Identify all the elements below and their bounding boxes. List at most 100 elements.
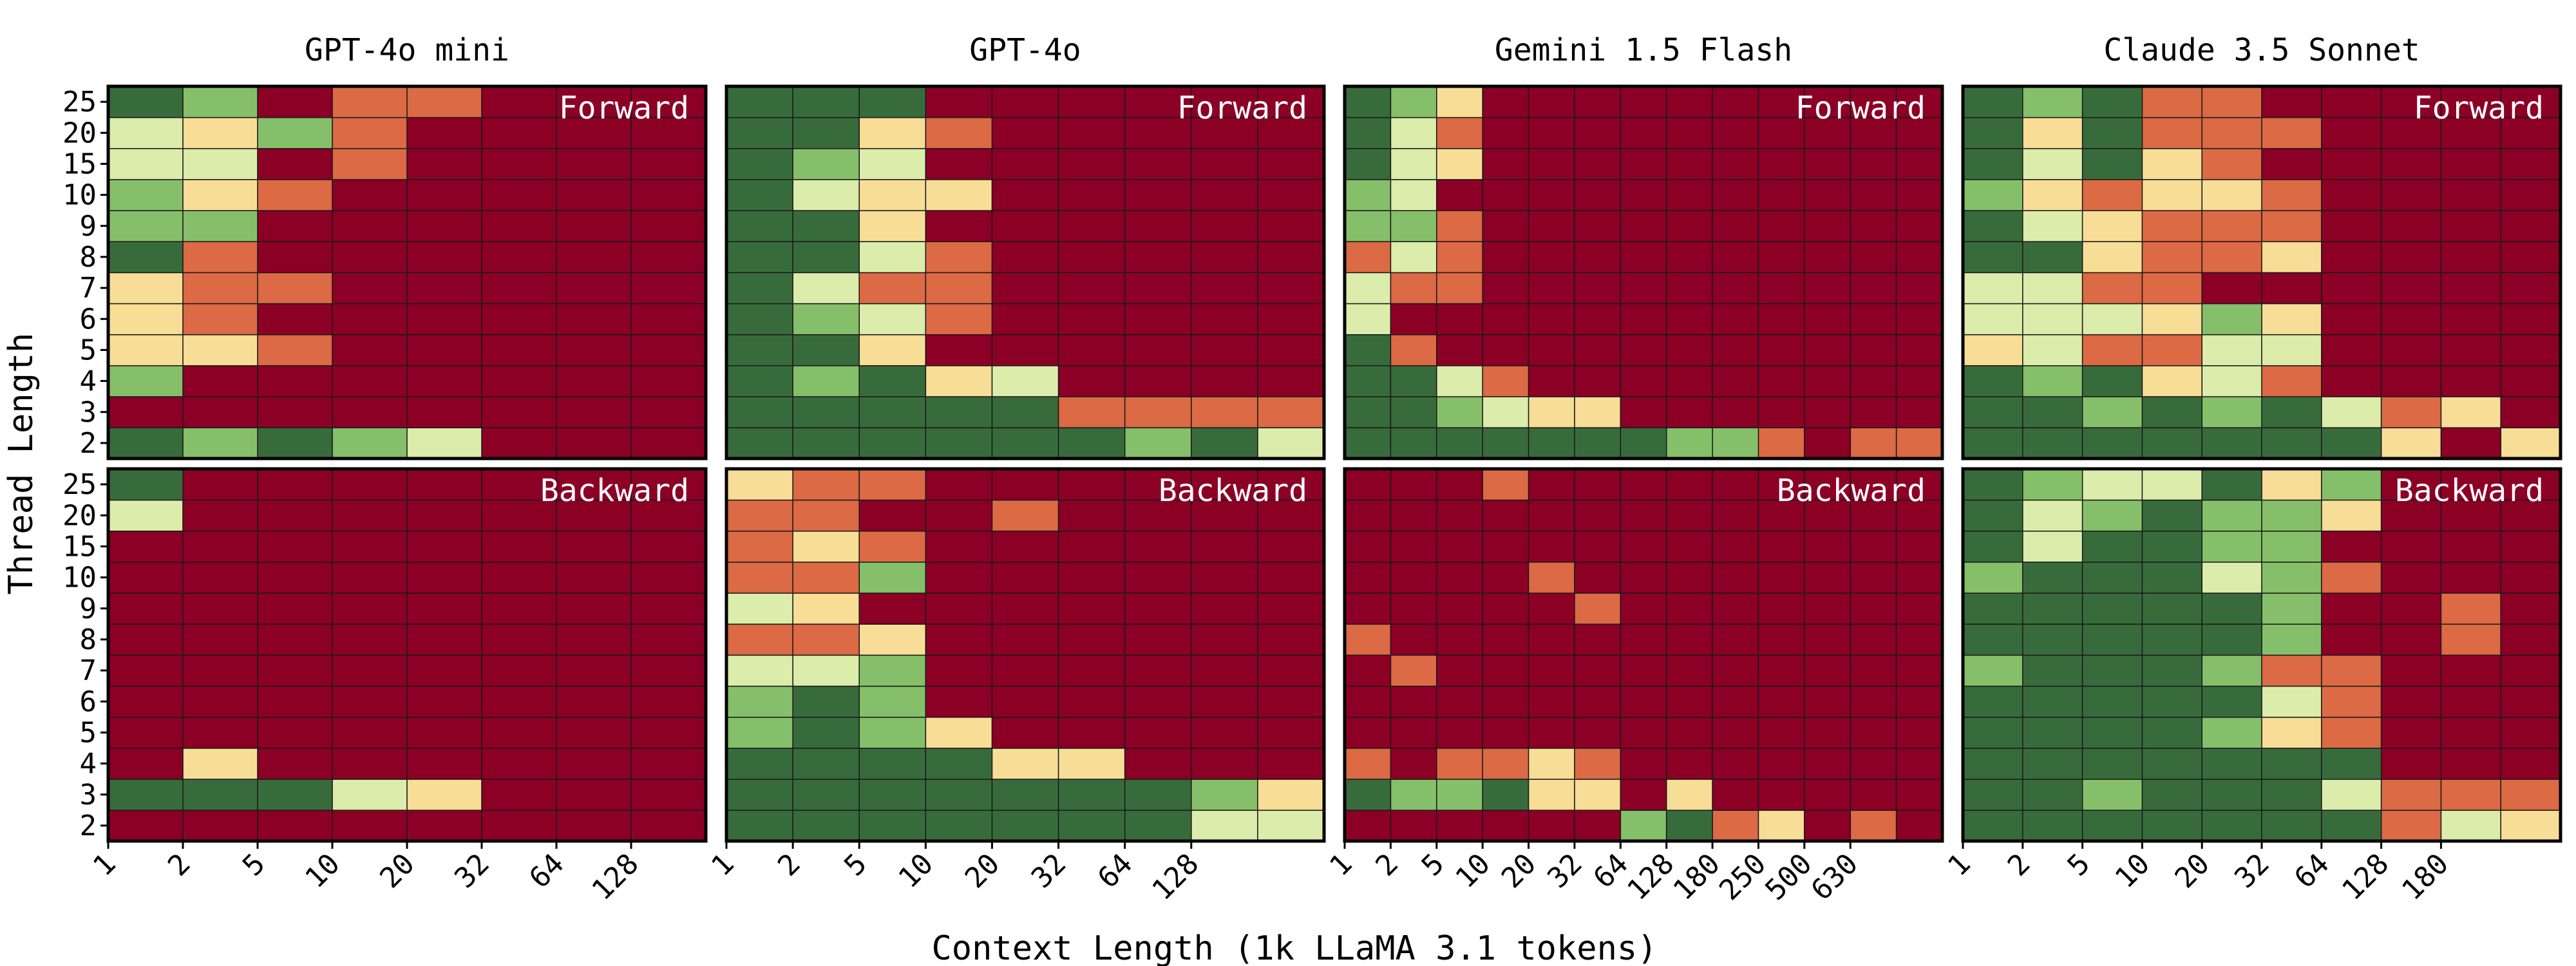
heatmap-cell: [481, 365, 558, 397]
heatmap-cell: [1804, 334, 1852, 366]
heatmap-cell: [1482, 117, 1530, 149]
heatmap-cell: [1344, 623, 1392, 656]
heatmap-cell: [332, 778, 408, 811]
heatmap-cell: [2440, 147, 2502, 180]
heatmap-cell: [1962, 592, 2023, 625]
heatmap-cell: [925, 685, 993, 718]
heatmap-cell: [1757, 427, 1806, 460]
heatmap-cell: [1712, 685, 1759, 718]
heatmap-cell: [2022, 654, 2083, 687]
heatmap-cell: [2380, 395, 2442, 429]
heatmap-cell: [1712, 395, 1759, 429]
y-tick-label: 5: [80, 334, 97, 366]
heatmap-cell: [2440, 178, 2502, 211]
heatmap-cell: [1712, 499, 1759, 532]
heatmap-cell: [1757, 623, 1806, 656]
heatmap-cell: [556, 241, 632, 274]
heatmap-cell: [1435, 654, 1484, 687]
y-tick-label: 15: [62, 530, 97, 563]
heatmap-cell: [1962, 178, 2023, 211]
heatmap-cell: [1665, 468, 1714, 501]
heatmap-cell: [726, 178, 794, 211]
heatmap-cell: [925, 395, 993, 429]
heatmap-cell: [1850, 747, 1897, 780]
heatmap-cell: [2141, 395, 2203, 429]
heatmap-cell: [108, 530, 184, 563]
heatmap-cell: [858, 747, 927, 780]
heatmap-cell: [792, 716, 860, 749]
heatmap-cell: [2022, 334, 2083, 366]
heatmap-cell: [726, 685, 794, 718]
heatmap-cell: [1344, 334, 1392, 366]
heatmap-cell: [2500, 716, 2562, 749]
heatmap-cell: [2440, 716, 2502, 749]
heatmap-cell: [2022, 178, 2083, 211]
heatmap-cell: [2201, 685, 2263, 718]
heatmap-cell: [2081, 272, 2143, 305]
heatmap-cell: [257, 499, 334, 532]
heatmap-cell: [1057, 499, 1126, 532]
heatmap-cell: [182, 716, 259, 749]
x-tick-label: 128: [2336, 848, 2395, 907]
direction-label: Forward: [2414, 90, 2544, 126]
heatmap-cell: [792, 395, 860, 429]
heatmap-cell: [991, 334, 1059, 366]
heatmap-cell: [2261, 117, 2322, 149]
heatmap-cell: [2380, 303, 2442, 336]
heatmap-cell: [792, 654, 860, 687]
heatmap-cell: [925, 117, 993, 149]
heatmap-cell: [1665, 778, 1714, 811]
heatmap-cell: [1344, 86, 1392, 118]
heatmap-cell: [481, 778, 558, 811]
heatmap-cell: [792, 468, 860, 501]
heatmap-cell: [2022, 86, 2083, 118]
heatmap-cell: [2500, 147, 2562, 180]
heatmap-cell: [2440, 592, 2502, 625]
heatmap-cell: [2022, 685, 2083, 718]
heatmap-cell: [1190, 685, 1259, 718]
heatmap-cell: [257, 395, 334, 429]
heatmap-cell: [726, 334, 794, 366]
heatmap-cell: [2321, 716, 2382, 749]
x-tick-label: 5: [1416, 848, 1451, 883]
heatmap-cell: [1344, 530, 1392, 563]
heatmap-cell: [1390, 365, 1437, 397]
heatmap-cell: [1574, 86, 1622, 118]
heatmap-cell: [182, 530, 259, 563]
y-tick-label: 2: [80, 810, 97, 842]
heatmap-cell: [2022, 241, 2083, 274]
heatmap-cell: [2380, 147, 2442, 180]
heatmap-cell: [1482, 530, 1530, 563]
heatmap-cell: [1757, 241, 1806, 274]
heatmap-cell: [2022, 747, 2083, 780]
heatmap-cell: [1665, 395, 1714, 429]
heatmap-cell: [1435, 365, 1484, 397]
heatmap-cell: [2321, 592, 2382, 625]
heatmap-cell: [1190, 272, 1259, 305]
heatmap-cell: [1850, 499, 1897, 532]
heatmap-cell: [481, 334, 558, 366]
heatmap-cell: [1850, 530, 1897, 563]
heatmap-cell: [858, 468, 927, 501]
heatmap-cell: [726, 778, 794, 811]
heatmap-cell: [1344, 685, 1392, 718]
heatmap-cell: [2261, 395, 2322, 429]
heatmap-cell: [1895, 592, 1944, 625]
heatmap-cell: [332, 303, 408, 336]
heatmap-cell: [406, 117, 483, 149]
heatmap-cell: [182, 592, 259, 625]
panel-backward: Backward 1 2 5 10 20 32 64 128 180: [1942, 467, 2562, 907]
heatmap-cell: [2440, 395, 2502, 429]
heatmap-cell: [2261, 716, 2322, 749]
heatmap-cell: [1804, 147, 1852, 180]
heatmap-cell: [1124, 778, 1192, 811]
heatmap-cell: [2201, 530, 2263, 563]
heatmap-cell: [1895, 810, 1944, 842]
heatmap-cell: [726, 468, 794, 501]
heatmap-cell: [332, 654, 408, 687]
heatmap-cell: [630, 530, 707, 563]
heatmap-cell: [2201, 654, 2263, 687]
heatmap-cell: [1712, 530, 1759, 563]
heatmap-cell: [1344, 747, 1392, 780]
heatmap-cell: [925, 178, 993, 211]
